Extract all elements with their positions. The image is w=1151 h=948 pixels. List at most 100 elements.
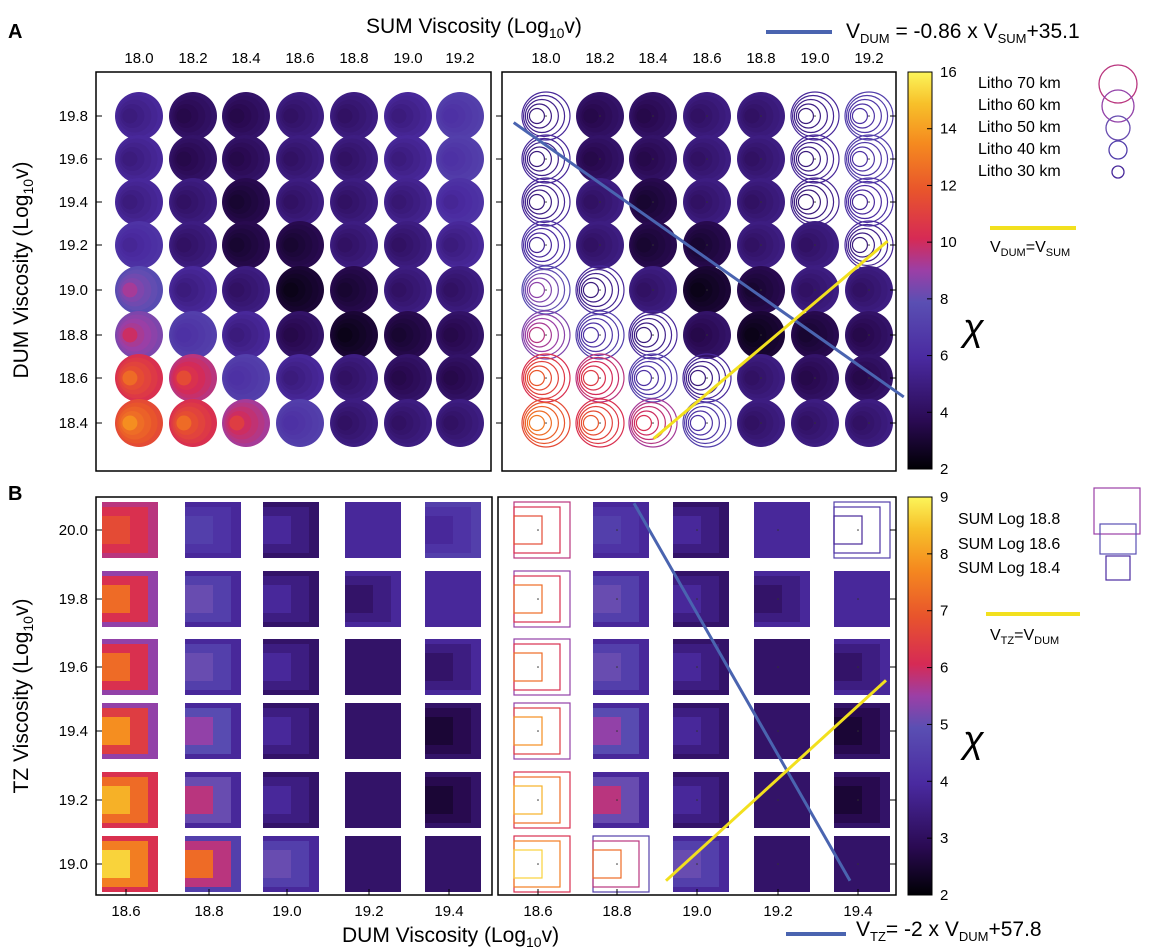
panel-a-fit-circle [524,184,559,220]
panel-a-left-x-tick-label: 18.6 [285,50,314,67]
panel-a-fit-circle [690,151,706,167]
panel-a-fit-circle [744,151,760,167]
panel-a-misfit-circle [229,108,245,124]
panel-b-center-dot [777,598,779,600]
panel-a-fit-circle [798,415,814,431]
panel-a-center-dot [760,201,762,203]
panel-a-misfit-circle [391,108,407,124]
panel-a-misfit-circle [443,151,459,167]
panel-a-center-dot [868,244,870,246]
panel-b-misfit-square [345,850,373,878]
panel-b-fit-square [513,707,561,755]
panel-b-misfit-square [185,516,213,544]
panel-b-misfit-square [345,717,373,745]
panel-b-misfit-square [102,653,130,681]
panel-a-fit-circle [528,236,546,254]
panel-b-y-tick-label: 19.6 [59,659,88,676]
panel-a-misfit-circle [337,108,353,124]
panel-a-size-legend-circle [1105,115,1131,141]
panel-a-y-tick-label: 19.6 [59,151,88,168]
panel-a-center-dot [760,244,762,246]
panel-a-fit-circle [580,410,607,436]
panel-b-misfit-square [263,850,291,878]
panel-a-fit-circle [798,237,814,253]
panel-a-center-dot [868,158,870,160]
panel-a-fit-circle [845,137,889,181]
panel-a-misfit-circle [122,415,138,431]
panel-b-colorbar-tick-label: 4 [940,773,948,790]
panel-a-fit-circle [795,189,822,215]
panel-b-center-dot [696,666,698,668]
panel-a-fit-circle [526,103,553,129]
panel-b-colorbar-ticks: 2 3 4 5 6 7 8 9 [927,489,948,904]
panel-b-colorbar [907,496,933,896]
panel-a-misfit-circle [176,327,192,343]
panel-a-center-dot [652,334,654,336]
panel-b-fit-square [833,515,863,545]
panel-a-fit-circle [521,398,571,448]
panel-a-fit-circle [636,151,652,167]
panel-a-misfit-circle [391,327,407,343]
panel-a-fit-circle [849,189,876,215]
panel-a-y-tick-label: 18.4 [59,415,88,432]
panel-a-fit-circle [845,223,889,267]
panel-a-center-dot [814,115,816,117]
panel-a-right-x-tick-label: 18.8 [746,50,775,67]
panel-a-fit-circle [791,94,835,138]
panel-b-right-x-tick-label: 19.0 [682,903,711,920]
panel-b-right-x-tick-label: 18.8 [602,903,631,920]
panel-b-misfit-square [345,585,373,613]
panel-a-fit-circle [851,150,869,168]
panel-a-fit-circle [744,370,760,386]
panel-a-fit-circle [744,415,760,431]
panel-a-center-dot [706,158,708,160]
panel-a-fit-circle [631,405,666,441]
panel-a-fit-circle [631,317,666,353]
panel-a-center-dot [652,115,654,117]
panel-b-center-dot [616,863,618,865]
panel-b-center-dot [537,529,539,531]
panel-a-misfit-circle [337,194,353,210]
panel-a-fit-circle [575,310,625,360]
panel-a-left-x-tick-label: 18.4 [231,50,260,67]
panel-b-equality-line [664,679,888,882]
panel-b-misfit-square [263,585,291,613]
panel-a-y-axis-title: DUM Viscosity (Log10v) [10,161,36,378]
panel-b-misfit-square [102,585,130,613]
panel-a-center-dot [545,377,547,379]
panel-b-center-dot [537,730,539,732]
panel-a-fit-circle [526,365,553,391]
panel-a-fit-line-legend-label: VDUM = -0.86 x VSUM+35.1 [846,20,1080,46]
panel-b-size-legend: SUM Log 18.8 SUM Log 18.6 SUM Log 18.4 [958,487,1141,581]
panel-a-fit-line [512,121,905,399]
panel-b-letter: B [8,483,22,505]
panel-a-fit-circle [524,227,559,263]
panel-b-misfit-square [425,653,453,681]
panel-a-misfit-circle [283,237,299,253]
panel-b-left-x-tick-label: 18.8 [194,903,223,920]
panel-b-left-x-tick-label: 19.2 [354,903,383,920]
panel-a-center-dot [760,334,762,336]
panel-a-size-legend-label: Litho 60 km [978,97,1061,114]
panel-a-fit-circle [687,410,714,436]
panel-a-center-dot [706,244,708,246]
panel-a-fit-circle [528,326,546,344]
panel-a-center-dot [814,201,816,203]
panel-a-center-dot [868,201,870,203]
panel-b-colorbar-tick-label: 3 [940,830,948,847]
panel-a-fit-circle [578,272,613,308]
panel-a-fit-circle [522,180,566,224]
panel-b-size-legend-square [1093,487,1141,535]
panel-a-left-x-tick-label: 18.2 [178,50,207,67]
panel-a-misfit-circle [229,370,245,386]
panel-a-fit-circle [790,91,840,141]
panel-a-size-legend-label: Litho 50 km [978,119,1061,136]
panel-b-misfit-square [345,653,373,681]
panel-a-fit-circle [522,401,566,445]
panel-a-fit-circle [526,322,553,348]
panel-b-colorbar-tick-label: 6 [940,660,948,677]
panel-a-fit-circle [582,326,600,344]
panel-a-fit-circle [636,282,652,298]
panel-a-colorbar-tick-label: 8 [940,291,948,308]
panel-b-misfit-square [185,585,213,613]
